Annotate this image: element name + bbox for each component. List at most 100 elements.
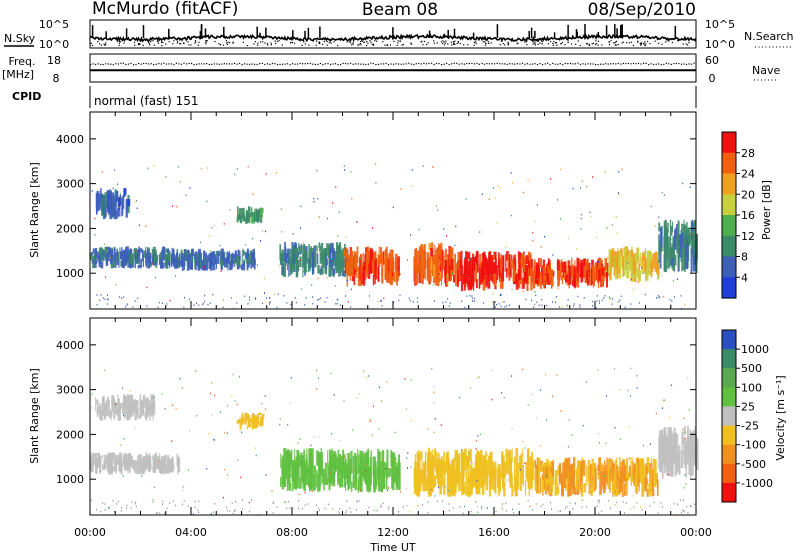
echo-cell	[115, 204, 117, 214]
speckle	[265, 474, 267, 476]
noise-search-dot	[257, 44, 259, 46]
noise-search-dot	[179, 43, 181, 45]
echo-cell	[618, 466, 621, 478]
nave-dot	[615, 63, 617, 65]
echo-cell	[466, 455, 469, 468]
echo-cell	[120, 402, 124, 409]
echo-cell	[137, 264, 141, 269]
echo-cell	[447, 479, 451, 497]
speckle	[492, 292, 494, 295]
echo-cell	[150, 397, 153, 404]
echo-cell	[299, 256, 302, 268]
ground-scatter	[551, 301, 553, 303]
nave-dot	[261, 62, 263, 64]
speckle	[331, 259, 333, 262]
ground-scatter	[474, 297, 476, 300]
echo-cell	[91, 259, 94, 264]
noise-search-dot	[124, 40, 126, 42]
speckle	[438, 486, 439, 489]
noise-search-dot	[442, 42, 444, 45]
nave-dot	[153, 64, 155, 66]
echo-cell	[101, 198, 103, 217]
echo-cell	[109, 201, 112, 220]
echo-cell	[363, 453, 367, 476]
echo-cell	[117, 207, 119, 218]
echo-cell	[150, 457, 152, 465]
freq-frame	[89, 53, 697, 83]
echo-cell	[392, 257, 394, 273]
echo-cell	[636, 247, 640, 258]
echo-cell	[692, 231, 694, 245]
noise-search-dot	[138, 43, 140, 45]
echo-cell	[96, 403, 99, 417]
speckle	[211, 382, 213, 384]
echo-cell	[545, 266, 548, 277]
echo-cell	[627, 255, 630, 263]
echo-cell	[288, 248, 291, 264]
noise-search-dot	[205, 40, 207, 42]
ground-scatter	[337, 511, 339, 513]
noise-search-dot	[242, 41, 244, 43]
ground-scatter	[125, 306, 127, 308]
echo-cell	[133, 248, 136, 259]
noise-search-dot	[361, 40, 364, 42]
nave-dot	[476, 62, 478, 64]
speckle	[181, 387, 183, 389]
ground-scatter	[162, 500, 164, 502]
speckle	[298, 493, 300, 496]
noise-search-dot	[595, 43, 598, 45]
ground-scatter	[592, 305, 594, 307]
echo-cell	[113, 250, 116, 255]
echo-cell	[346, 276, 349, 287]
nave-dot	[256, 63, 258, 66]
noise-search-dot	[351, 44, 353, 46]
speckle	[522, 440, 524, 443]
echo-cell	[499, 464, 501, 479]
noise-search-dot	[359, 42, 361, 45]
echo-cell	[319, 476, 321, 491]
speckle	[608, 273, 610, 276]
speckle	[316, 388, 318, 390]
echo-cell	[569, 471, 572, 497]
echo-cell	[422, 246, 424, 273]
echo-cell	[656, 261, 659, 275]
speckle	[299, 438, 301, 440]
noise-search-dot	[371, 43, 373, 45]
echo-cell	[413, 468, 415, 487]
speckle	[512, 181, 514, 184]
speckle	[261, 402, 263, 405]
nave-dot	[122, 62, 124, 64]
noise-search-dot	[410, 42, 412, 44]
speckle	[568, 419, 570, 422]
speckle	[506, 479, 508, 481]
echo-cell	[364, 254, 367, 272]
echo-cell	[99, 465, 102, 474]
noise-search-dot	[281, 44, 283, 46]
echo-cell	[102, 257, 105, 262]
echo-cell	[451, 471, 454, 497]
echo-cell	[666, 437, 670, 458]
nave-dot	[188, 62, 190, 65]
ground-scatter	[305, 297, 307, 299]
speckle	[410, 466, 412, 468]
ground-scatter	[381, 305, 383, 307]
echo-cell	[481, 265, 484, 283]
noise-search-dot	[560, 43, 562, 45]
noise-search-dot	[168, 41, 170, 43]
speckle	[586, 185, 588, 188]
echo-cell	[559, 464, 561, 485]
echo-cell	[659, 227, 663, 248]
speckle	[527, 404, 529, 406]
speckle	[213, 224, 215, 227]
ground-scatter	[248, 296, 250, 298]
speckle	[334, 285, 336, 287]
ground-scatter	[169, 502, 171, 504]
speckle	[380, 400, 382, 402]
colorbar-tick-label: -25	[741, 420, 759, 433]
nave-dot	[600, 63, 602, 65]
ground-scatter	[234, 509, 236, 511]
speckle	[682, 182, 684, 185]
ground-scatter	[234, 510, 235, 512]
echo-cell	[155, 253, 157, 268]
echo-cell	[309, 463, 312, 481]
